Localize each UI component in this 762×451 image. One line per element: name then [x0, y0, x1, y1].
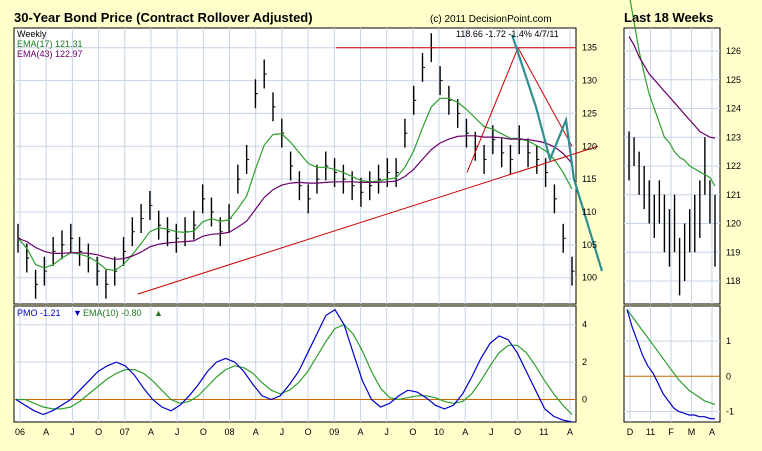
- ema43-legend: EMA(43) 122.97: [17, 49, 83, 59]
- pmo-y-tick: 2: [582, 357, 587, 367]
- right-x-tick-label: M: [688, 427, 696, 437]
- right-pmo-y-tick: 1: [726, 336, 731, 346]
- x-tick-label: 06: [15, 427, 25, 437]
- pmo-plot-area: [13, 305, 577, 423]
- right-x-tick-label: A: [709, 427, 715, 437]
- x-tick-label: J: [384, 427, 389, 437]
- x-tick-label: O: [200, 427, 207, 437]
- ema43-line: [17, 135, 573, 260]
- recent-ema43-line: [628, 36, 716, 139]
- recent-pmo-ema-line: [626, 309, 716, 405]
- right-y-tick: 118: [726, 276, 740, 286]
- recent-pmo-line: [626, 309, 716, 420]
- x-tick-label: 07: [120, 427, 130, 437]
- rising-trendline: [466, 47, 519, 173]
- right-pmo-y-tick: -1: [726, 406, 734, 416]
- price-y-tick: 110: [582, 207, 596, 217]
- x-tick-label: O: [514, 427, 521, 437]
- ema17-line: [17, 97, 573, 272]
- x-tick-label: O: [409, 427, 416, 437]
- x-tick-label: J: [280, 427, 285, 437]
- right-y-tick: 120: [726, 219, 741, 229]
- ema17-legend: EMA(17) 121.31: [17, 39, 83, 49]
- right-y-tick: 121: [726, 190, 741, 200]
- support-trendline: [137, 145, 599, 295]
- x-tick-label: O: [95, 427, 102, 437]
- x-tick-label: A: [43, 427, 49, 437]
- right-y-tick: 125: [726, 75, 741, 85]
- price-y-tick: 125: [582, 108, 597, 118]
- right-x-tick-label: D: [627, 427, 634, 437]
- pmo-y-tick: 4: [582, 320, 587, 330]
- x-tick-label: A: [253, 427, 259, 437]
- last-values: 118.66 -1.72 -1.4% 4/7/11: [456, 29, 559, 39]
- x-tick-label: O: [305, 427, 312, 437]
- price-y-tick: 105: [582, 240, 597, 250]
- x-tick-label: A: [567, 427, 573, 437]
- right-y-tick: 119: [726, 247, 740, 257]
- period-label: Weekly: [17, 29, 47, 39]
- projection-arrow: [510, 34, 604, 272]
- right-panel-title: Last 18 Weeks: [624, 10, 713, 25]
- recent-pmo-plot-area: [623, 305, 721, 423]
- x-tick-label: A: [462, 427, 468, 437]
- price-y-tick: 100: [582, 273, 597, 283]
- x-tick-label: J: [70, 427, 75, 437]
- pmo-ema-line: [16, 323, 573, 415]
- pmo-down-arrow-icon: ▼: [73, 308, 82, 318]
- pmo-y-tick: 0: [582, 395, 587, 405]
- recent-ema17-line: [629, 0, 716, 187]
- pmo-ema-up-arrow-icon: ▲: [154, 308, 163, 318]
- x-tick-label: A: [148, 427, 154, 437]
- x-tick-label: J: [489, 427, 494, 437]
- copyright: (c) 2011 DecisionPoint.com: [430, 14, 552, 25]
- price-y-tick: 120: [582, 141, 597, 151]
- x-tick-label: 08: [225, 427, 235, 437]
- right-y-tick: 124: [726, 104, 741, 114]
- price-y-tick: 130: [582, 76, 597, 86]
- price-y-tick: 135: [582, 43, 597, 53]
- right-pmo-y-tick: 0: [726, 371, 731, 381]
- x-tick-label: 10: [434, 427, 444, 437]
- right-y-tick: 122: [726, 161, 741, 171]
- pmo-ema-legend: EMA(10) -0.80: [83, 308, 142, 318]
- pmo-legend: PMO -1.21: [17, 308, 61, 318]
- price-y-tick: 115: [582, 174, 596, 184]
- x-tick-label: 11: [539, 427, 548, 437]
- x-tick-label: A: [357, 427, 363, 437]
- pmo-line: [15, 308, 573, 423]
- right-x-tick-label: 11: [646, 427, 655, 437]
- x-tick-label: J: [175, 427, 180, 437]
- right-y-tick: 123: [726, 132, 741, 142]
- right-x-tick-label: F: [668, 427, 674, 437]
- right-y-tick: 126: [726, 46, 741, 56]
- x-tick-label: 09: [329, 427, 339, 437]
- chart-title: 30-Year Bond Price (Contract Rollover Ad…: [14, 10, 313, 25]
